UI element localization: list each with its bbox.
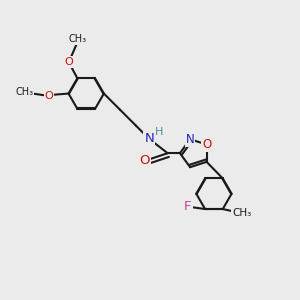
Text: N: N bbox=[144, 133, 154, 146]
Text: F: F bbox=[184, 200, 192, 213]
Text: CH₃: CH₃ bbox=[232, 208, 251, 218]
Text: N: N bbox=[186, 133, 194, 146]
Text: O: O bbox=[202, 138, 211, 151]
Text: CH₃: CH₃ bbox=[15, 87, 33, 97]
Text: O: O bbox=[44, 91, 53, 101]
Text: H: H bbox=[154, 127, 163, 137]
Text: O: O bbox=[140, 154, 150, 167]
Text: O: O bbox=[64, 57, 73, 67]
Text: CH₃: CH₃ bbox=[68, 34, 86, 44]
